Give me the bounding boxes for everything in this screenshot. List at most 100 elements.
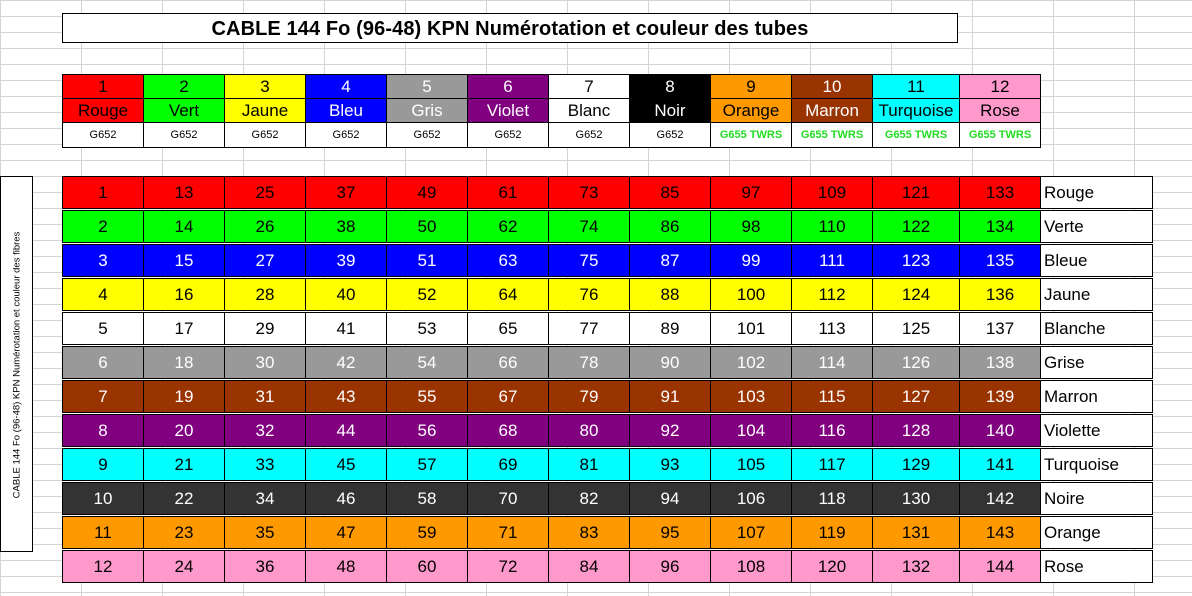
tube-color-name-cell[interactable]: Orange [710,98,792,123]
fiber-number-cell[interactable]: 45 [305,448,387,481]
fiber-number-cell[interactable]: 76 [548,278,630,311]
fiber-number-cell[interactable]: 33 [224,448,306,481]
fiber-number-cell[interactable]: 55 [386,380,468,413]
fiber-number-cell[interactable]: 29 [224,312,306,345]
fiber-number-cell[interactable]: 110 [791,210,873,243]
side-label-cell[interactable]: CABLE 144 Fo (96-48) KPN Numérotation et… [0,176,33,552]
fiber-number-cell[interactable]: 2 [62,210,144,243]
fiber-number-cell[interactable]: 95 [629,516,711,549]
fiber-number-cell[interactable]: 100 [710,278,792,311]
fiber-number-cell[interactable]: 112 [791,278,873,311]
fiber-number-cell[interactable]: 97 [710,176,792,209]
tube-fiber-type-cell[interactable]: G652 [386,122,468,148]
fiber-number-cell[interactable]: 136 [959,278,1041,311]
fiber-number-cell[interactable]: 30 [224,346,306,379]
fiber-number-cell[interactable]: 11 [62,516,144,549]
fiber-number-cell[interactable]: 73 [548,176,630,209]
fiber-number-cell[interactable]: 96 [629,550,711,583]
tube-number-cell[interactable]: 11 [872,74,960,99]
fiber-number-cell[interactable]: 72 [467,550,549,583]
fiber-number-cell[interactable]: 44 [305,414,387,447]
fiber-number-cell[interactable]: 143 [959,516,1041,549]
fiber-number-cell[interactable]: 104 [710,414,792,447]
fiber-number-cell[interactable]: 10 [62,482,144,515]
fiber-color-label-cell[interactable]: Rouge [1040,176,1153,209]
fiber-number-cell[interactable]: 17 [143,312,225,345]
tube-fiber-type-cell[interactable]: G652 [629,122,711,148]
fiber-color-label-cell[interactable]: Rose [1040,550,1153,583]
fiber-number-cell[interactable]: 130 [872,482,960,515]
fiber-number-cell[interactable]: 27 [224,244,306,277]
fiber-number-cell[interactable]: 23 [143,516,225,549]
fiber-number-cell[interactable]: 34 [224,482,306,515]
fiber-number-cell[interactable]: 93 [629,448,711,481]
fiber-number-cell[interactable]: 81 [548,448,630,481]
fiber-number-cell[interactable]: 128 [872,414,960,447]
tube-fiber-type-cell[interactable]: G652 [305,122,387,148]
fiber-number-cell[interactable]: 102 [710,346,792,379]
fiber-number-cell[interactable]: 82 [548,482,630,515]
fiber-number-cell[interactable]: 139 [959,380,1041,413]
tube-number-cell[interactable]: 2 [143,74,225,99]
fiber-number-cell[interactable]: 57 [386,448,468,481]
fiber-number-cell[interactable]: 80 [548,414,630,447]
tube-number-cell[interactable]: 12 [959,74,1041,99]
fiber-color-label-cell[interactable]: Bleue [1040,244,1153,277]
fiber-number-cell[interactable]: 84 [548,550,630,583]
fiber-number-cell[interactable]: 114 [791,346,873,379]
fiber-number-cell[interactable]: 46 [305,482,387,515]
fiber-number-cell[interactable]: 124 [872,278,960,311]
fiber-number-cell[interactable]: 134 [959,210,1041,243]
fiber-number-cell[interactable]: 71 [467,516,549,549]
fiber-number-cell[interactable]: 19 [143,380,225,413]
tube-color-name-cell[interactable]: Jaune [224,98,306,123]
fiber-number-cell[interactable]: 101 [710,312,792,345]
fiber-number-cell[interactable]: 52 [386,278,468,311]
fiber-number-cell[interactable]: 54 [386,346,468,379]
tube-number-cell[interactable]: 10 [791,74,873,99]
fiber-number-cell[interactable]: 1 [62,176,144,209]
fiber-number-cell[interactable]: 94 [629,482,711,515]
fiber-number-cell[interactable]: 43 [305,380,387,413]
tube-color-name-cell[interactable]: Bleu [305,98,387,123]
fiber-number-cell[interactable]: 63 [467,244,549,277]
fiber-number-cell[interactable]: 16 [143,278,225,311]
fiber-number-cell[interactable]: 105 [710,448,792,481]
fiber-number-cell[interactable]: 36 [224,550,306,583]
tube-fiber-type-cell[interactable]: G655 TWRS [872,122,960,148]
fiber-number-cell[interactable]: 68 [467,414,549,447]
fiber-color-label-cell[interactable]: Orange [1040,516,1153,549]
fiber-color-label-cell[interactable]: Verte [1040,210,1153,243]
fiber-number-cell[interactable]: 113 [791,312,873,345]
fiber-number-cell[interactable]: 117 [791,448,873,481]
fiber-number-cell[interactable]: 8 [62,414,144,447]
fiber-color-label-cell[interactable]: Violette [1040,414,1153,447]
fiber-number-cell[interactable]: 127 [872,380,960,413]
fiber-number-cell[interactable]: 118 [791,482,873,515]
fiber-number-cell[interactable]: 111 [791,244,873,277]
fiber-number-cell[interactable]: 90 [629,346,711,379]
fiber-number-cell[interactable]: 4 [62,278,144,311]
fiber-number-cell[interactable]: 77 [548,312,630,345]
fiber-number-cell[interactable]: 132 [872,550,960,583]
fiber-number-cell[interactable]: 99 [710,244,792,277]
fiber-number-cell[interactable]: 21 [143,448,225,481]
fiber-number-cell[interactable]: 59 [386,516,468,549]
fiber-number-cell[interactable]: 125 [872,312,960,345]
fiber-number-cell[interactable]: 141 [959,448,1041,481]
fiber-number-cell[interactable]: 75 [548,244,630,277]
fiber-number-cell[interactable]: 89 [629,312,711,345]
fiber-number-cell[interactable]: 48 [305,550,387,583]
fiber-number-cell[interactable]: 62 [467,210,549,243]
fiber-number-cell[interactable]: 14 [143,210,225,243]
fiber-number-cell[interactable]: 20 [143,414,225,447]
fiber-number-cell[interactable]: 58 [386,482,468,515]
tube-fiber-type-cell[interactable]: G652 [62,122,144,148]
tube-fiber-type-cell[interactable]: G652 [143,122,225,148]
fiber-number-cell[interactable]: 79 [548,380,630,413]
fiber-number-cell[interactable]: 106 [710,482,792,515]
tube-number-cell[interactable]: 6 [467,74,549,99]
fiber-number-cell[interactable]: 108 [710,550,792,583]
fiber-number-cell[interactable]: 85 [629,176,711,209]
fiber-number-cell[interactable]: 50 [386,210,468,243]
